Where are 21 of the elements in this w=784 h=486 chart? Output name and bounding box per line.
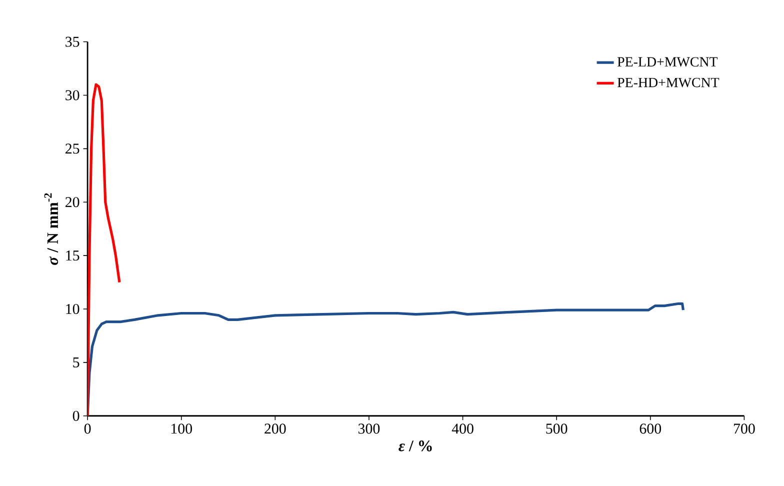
line-series bbox=[88, 83, 121, 416]
legend-label: PE-HD+MWCNT bbox=[617, 78, 720, 88]
y-tick-label: 35 bbox=[66, 37, 80, 48]
y-tick-label: 30 bbox=[66, 90, 80, 100]
y-tick-label: 0 bbox=[72, 411, 80, 422]
y-tick-label: 25 bbox=[66, 144, 80, 154]
x-tick-label: 300 bbox=[358, 424, 380, 434]
x-tick-label: 200 bbox=[264, 424, 286, 434]
y-tick-label: 5 bbox=[73, 358, 80, 368]
y-axis-title: σ / N mm$^{-2}$ bbox=[44, 193, 58, 266]
legend-label: PE-LD+MWCNT bbox=[617, 57, 718, 67]
x-tick-label: 400 bbox=[452, 424, 474, 434]
x-tick-label: 700 bbox=[734, 424, 755, 434]
x-tick-label: 100 bbox=[171, 424, 192, 434]
x-tick-label: 500 bbox=[546, 424, 568, 434]
x-axis-title: ε / % bbox=[398, 440, 432, 452]
y-tick-label: 20 bbox=[66, 197, 80, 208]
x-tick-label: 600 bbox=[640, 424, 662, 434]
x-tick-label: 0 bbox=[84, 424, 91, 434]
y-tick-label: 15 bbox=[66, 250, 80, 261]
y-tick-label: 10 bbox=[66, 304, 80, 314]
